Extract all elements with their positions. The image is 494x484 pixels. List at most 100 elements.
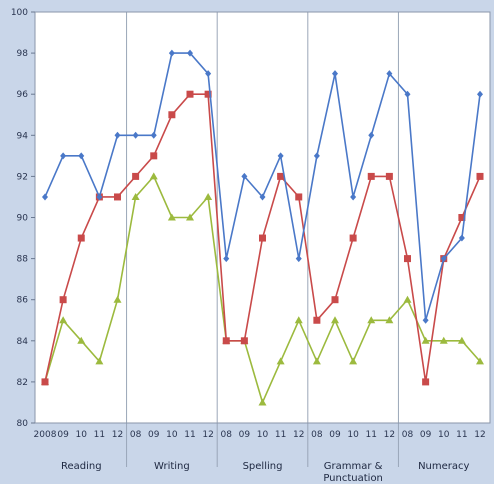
x-tick-label: 10 <box>438 430 450 440</box>
data-point <box>41 378 49 386</box>
x-tick-label: 10 <box>347 430 359 440</box>
group-label: Reading <box>61 461 102 472</box>
y-tick-label: 98 <box>17 49 29 59</box>
data-point <box>367 172 375 180</box>
data-point <box>168 49 175 57</box>
data-point <box>150 152 158 160</box>
group-label-line2: Punctuation <box>323 473 383 484</box>
data-point <box>385 316 394 324</box>
x-label-layer: 2008 09 10 11 12 08 09 10 11 12 08 09 10 11 12 08 09 10 11… <box>34 430 486 484</box>
data-point <box>132 172 140 180</box>
y-tick-label: 82 <box>17 378 28 388</box>
x-tick-label: 12 <box>474 430 485 440</box>
x-tick-label: 12 <box>293 430 304 440</box>
data-point <box>42 193 48 201</box>
x-tick-label: 11 <box>366 430 377 440</box>
x-tick-label: 12 <box>384 430 395 440</box>
data-point <box>113 295 122 303</box>
data-point <box>349 357 358 365</box>
data-point <box>385 172 393 180</box>
data-point <box>476 172 484 180</box>
y-tick-label: 92 <box>17 172 28 182</box>
data-point <box>458 214 466 221</box>
data-point <box>77 336 86 344</box>
x-tick-label: 08 <box>130 430 142 440</box>
x-tick-label: 12 <box>112 430 123 440</box>
data-point <box>422 378 430 386</box>
data-point <box>277 172 285 180</box>
x-tick-label: 11 <box>94 430 105 440</box>
data-point <box>277 152 284 160</box>
data-point <box>331 316 339 324</box>
data-point <box>295 193 303 201</box>
x-tick-label: 10 <box>76 430 88 440</box>
x-tick-label: 08 <box>221 430 233 440</box>
axis-layer: 80 82 84 86 88 90 92 94 96 98 100 <box>11 8 491 429</box>
data-point <box>458 234 465 242</box>
y-tick-label: 90 <box>17 214 29 224</box>
y-tick-label: 80 <box>17 419 29 429</box>
y-tick-label: 86 <box>17 296 29 306</box>
data-point <box>223 255 230 263</box>
data-point <box>186 213 194 221</box>
data-point <box>167 213 176 221</box>
data-point <box>404 255 411 263</box>
data-point <box>205 70 212 78</box>
data-point <box>241 172 248 180</box>
x-tick-label: 12 <box>202 430 213 440</box>
data-point <box>78 152 85 160</box>
group-label: Spelling <box>243 461 283 472</box>
data-point <box>95 357 104 365</box>
data-point <box>476 357 484 365</box>
data-point <box>186 90 194 98</box>
data-point <box>477 90 483 98</box>
data-point <box>386 70 393 78</box>
data-point <box>204 90 212 98</box>
data-point <box>259 234 266 242</box>
data-point <box>168 111 176 119</box>
data-point <box>403 295 412 303</box>
data-point <box>59 296 67 304</box>
x-tick-label: 09 <box>420 430 432 440</box>
data-point <box>114 193 121 201</box>
x-tick-label: 2008 <box>34 430 57 440</box>
data-point <box>60 152 67 160</box>
data-point <box>96 193 103 201</box>
data-point <box>131 192 140 200</box>
data-point <box>295 255 302 263</box>
x-tick-label: 09 <box>329 430 341 440</box>
data-point <box>439 336 448 344</box>
data-point <box>114 131 121 139</box>
data-point <box>132 131 139 139</box>
data-point <box>59 316 68 324</box>
data-point <box>313 316 321 324</box>
data-point <box>222 337 230 345</box>
data-point <box>259 193 266 201</box>
data-point <box>421 336 430 344</box>
data-point <box>440 255 447 263</box>
data-point <box>350 193 357 201</box>
x-tick-label: 11 <box>184 430 195 440</box>
data-point <box>332 70 338 78</box>
x-tick-label: 10 <box>166 430 178 440</box>
data-point <box>294 316 303 324</box>
group-label: Writing <box>154 461 190 472</box>
series-layer <box>41 49 484 406</box>
plot-area <box>35 12 490 423</box>
group-label: Numeracy <box>418 461 469 472</box>
data-point <box>404 90 411 98</box>
data-point <box>331 296 339 304</box>
data-point <box>368 131 375 139</box>
data-point <box>312 357 321 365</box>
x-tick-label: 09 <box>148 430 160 440</box>
y-tick-label: 100 <box>11 8 28 18</box>
data-point <box>149 172 158 180</box>
y-tick-label: 84 <box>17 337 29 347</box>
grid-layer <box>126 12 399 467</box>
y-tick-label: 96 <box>17 90 29 100</box>
data-point <box>150 131 157 139</box>
y-tick-label: 88 <box>17 255 29 265</box>
x-tick-label: 10 <box>257 430 269 440</box>
